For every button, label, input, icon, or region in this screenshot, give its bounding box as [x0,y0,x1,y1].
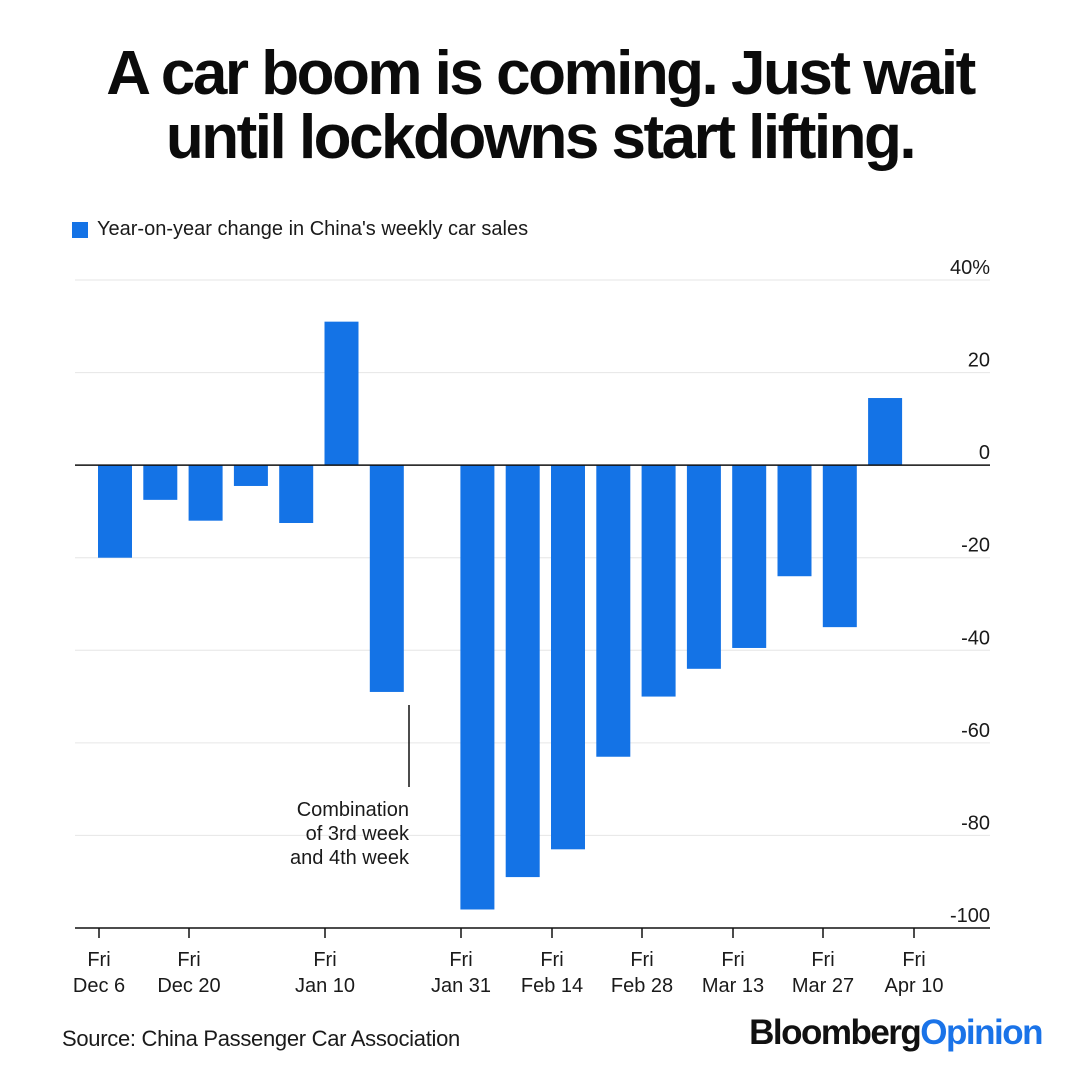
bar [98,465,132,558]
x-tick-label-date: Jan 31 [431,975,491,997]
y-tick-label: -40 [961,627,990,649]
x-tick-label-day: Fri [449,949,472,971]
y-tick-label: -60 [961,720,990,742]
x-tick-label-day: Fri [902,949,925,971]
bar [868,398,903,466]
x-tick-label-date: Feb 14 [521,975,583,997]
x-tick-label-day: Fri [177,949,200,971]
bar [143,465,178,500]
bar [279,465,314,523]
x-tick-label-date: Mar 13 [702,975,764,997]
y-tick-label: -80 [961,812,990,834]
title-line-2: until lockdowns start lifting. [165,103,917,172]
x-tick-label-date: Feb 28 [611,975,673,997]
x-tick-label-day: Fri [87,949,110,971]
x-tick-label-date: Apr 10 [885,975,944,997]
bar [551,465,585,850]
x-tick-label-day: Fri [721,949,744,971]
axes [75,464,990,938]
bar [324,321,359,466]
x-tick-label-date: Dec 20 [157,975,220,997]
x-tick-label-date: Dec 6 [73,975,125,997]
bar [777,465,812,577]
y-tick-label: 20 [968,350,990,372]
bar [641,465,676,697]
bar [732,465,767,648]
y-tick-label: -100 [950,905,990,927]
bar [460,465,495,910]
legend-label: Year-on-year change in China's weekly ca… [97,218,529,240]
bars [98,321,903,910]
bar [233,465,268,486]
brand-part-2: Opinion [920,1013,1043,1052]
bar [505,465,540,878]
legend: Year-on-year change in China's weekly ca… [72,218,528,241]
x-tick-label-date: Mar 27 [792,975,854,997]
y-tick-label: 0 [979,442,990,464]
legend-swatch [72,221,88,238]
x-tick-label-date: Jan 10 [295,975,355,997]
x-axis-labels: Fri Dec 6 Fri Dec 20 Fri Jan 10 Fri Jan 31 Fri Fe… [73,949,944,997]
source-note: Source: China Passenger Car Association [62,1026,460,1051]
y-tick-label: 40% [950,257,990,279]
x-tick-label-day: Fri [630,949,653,971]
bar [596,465,631,757]
chart-title: A car boom is coming. Just wait until lo… [0,42,1080,170]
annotation-text-line: and 4th week [290,847,410,869]
bar [686,465,721,669]
title-line-1: A car boom is coming. Just wait [106,39,976,108]
bar [822,465,857,628]
brand-part-1: Bloomberg [749,1013,922,1052]
x-tick-label-day: Fri [313,949,336,971]
annotation-text-line: Combination [297,799,409,821]
brand-logo: BloombergOpinion [749,1013,1043,1053]
bar [188,465,223,521]
y-tick-label: -20 [961,535,990,557]
bar [369,465,404,692]
x-tick-label-day: Fri [811,949,834,971]
y-axis-labels: 40% 20 0 -20 -40 -60 -80 -100 [950,257,990,927]
annotation-text-line: of 3rd week [306,823,410,845]
x-tick-label-day: Fri [540,949,563,971]
